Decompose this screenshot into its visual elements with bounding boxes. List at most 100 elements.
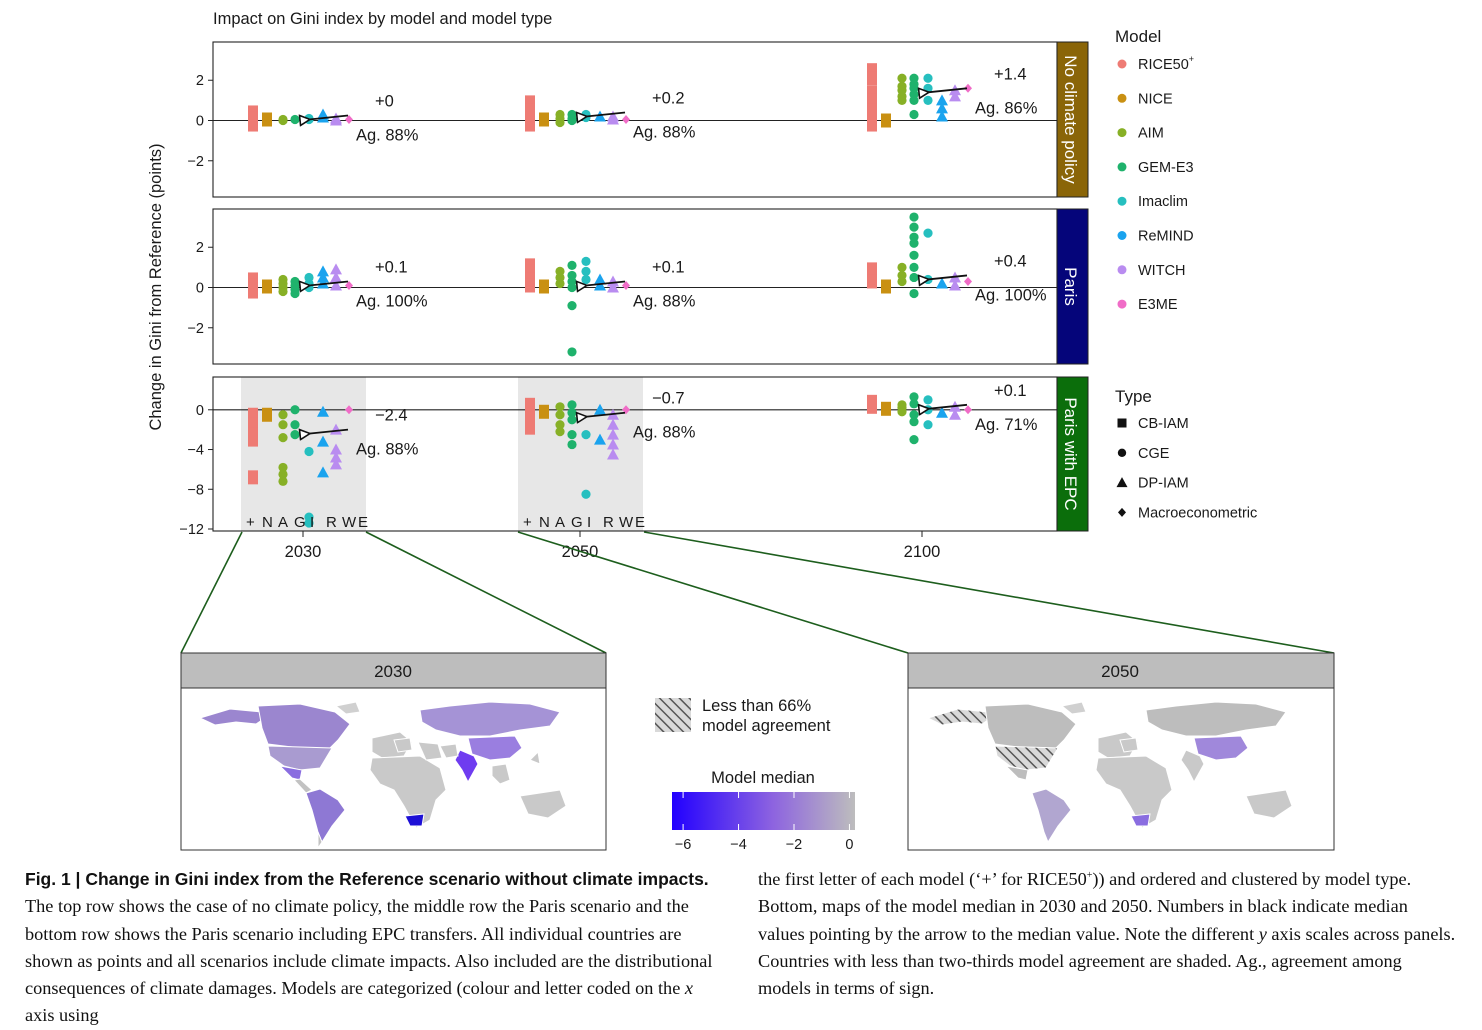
agreement-label: Ag. 88% [633,424,696,442]
data-point [262,112,272,127]
y-tick-label: −2 [187,321,204,337]
legend-type-swatch [1117,448,1127,457]
map-2030-countries [198,701,567,850]
median-value-label: +0.4 [994,252,1027,270]
data-point [867,63,877,78]
data-point [897,95,907,105]
data-point [278,469,288,479]
data-point [909,288,919,299]
data-point [964,276,972,286]
data-point [330,279,342,291]
data-point [909,95,919,105]
data-point [909,238,919,248]
model-letter: A [278,514,289,531]
data-point [897,262,907,272]
data-point [345,405,353,415]
y-tick-label: 0 [196,114,204,130]
data-point [581,430,591,440]
data-point [594,403,606,415]
figure-canvas: Impact on Gini index by model and model … [147,10,1335,853]
agreement-label: Ag. 100% [975,286,1047,304]
y-tick-label: 2 [196,73,204,89]
data-point [278,115,288,126]
data-point [330,271,342,283]
data-point [567,430,577,440]
caption-bold-title: Change in Gini index from the Reference … [85,869,709,889]
legend-model-label: RICE50+ [1138,54,1194,73]
caption-right: the first letter of each model (‘+’ for … [758,866,1458,1002]
data-point [248,284,258,299]
data-point [525,95,535,110]
data-point [555,402,565,412]
data-point [567,260,577,270]
data-point [555,410,565,420]
data-point [581,489,591,499]
data-point [867,71,877,86]
agreement-label: Ag. 88% [633,123,696,141]
data-point [539,404,549,419]
data-point [248,117,258,132]
data-point [317,277,329,289]
data-point [909,212,919,222]
caption-right-1: the first letter of each model (‘+’ for … [758,869,1087,889]
data-point [881,113,891,128]
model-letter: G [294,514,307,531]
legend-model: Model RICE50+ NICE AIM GEM-E3 Imaclim ReMIND WI… [1115,27,1194,313]
data-point [909,222,919,232]
data-point [949,408,961,420]
model-letter: I [310,514,315,531]
data-point [290,430,300,440]
median-arrow [928,88,968,92]
data-point [909,272,919,283]
y-tick-label: −2 [187,154,204,170]
legend-type-label: CB-IAM [1138,416,1189,432]
data-point [278,433,288,443]
data-point [581,266,591,277]
data-point [581,274,591,285]
legend-model-label: Imaclim [1138,194,1188,210]
colorbar-title: Model median [711,769,815,787]
map-2050-countries [926,701,1293,844]
data-point [317,405,329,417]
data-point [278,476,288,486]
colorbar-gradient [672,792,855,830]
data-point [567,301,577,311]
data-point [622,280,630,290]
data-point [567,415,577,425]
median-value-label: +0.1 [375,258,408,276]
data-point [567,347,577,357]
colorbar-tick-label: −4 [730,837,747,853]
panel-strip [1056,376,1089,532]
median-arrow [586,112,626,116]
data-point [909,399,919,409]
data-point [555,427,565,437]
data-point [248,417,258,432]
data-point [539,112,549,127]
agreement-label: Ag. 88% [356,441,419,459]
legend-type-label: Macroeconometric [1138,505,1257,521]
model-letter: R [326,514,338,531]
data-point [909,392,919,402]
median-value-label: +0.1 [994,382,1027,400]
legend-model-swatch [1117,162,1127,172]
data-point [539,279,549,294]
data-point [525,407,535,422]
data-point [317,466,329,478]
data-point [555,278,565,289]
median-value-label: +0.2 [652,89,685,107]
data-point [607,113,619,125]
caption-right-3: axis scales across panels. Countries wit… [758,923,1456,999]
legend-type-title: Type [1115,387,1152,406]
data-point [909,250,919,260]
data-point [867,274,877,289]
legend-model-swatch [1117,265,1127,275]
data-point [525,264,535,279]
data-point [594,279,606,291]
colorbar: Model median −6 −4 −2 0 [672,769,855,853]
data-point [923,395,933,405]
data-point [936,94,948,106]
model-letter: R [603,514,615,531]
y-tick-label: 2 [196,240,204,256]
model-letter: N [539,514,551,531]
data-point [881,279,891,294]
